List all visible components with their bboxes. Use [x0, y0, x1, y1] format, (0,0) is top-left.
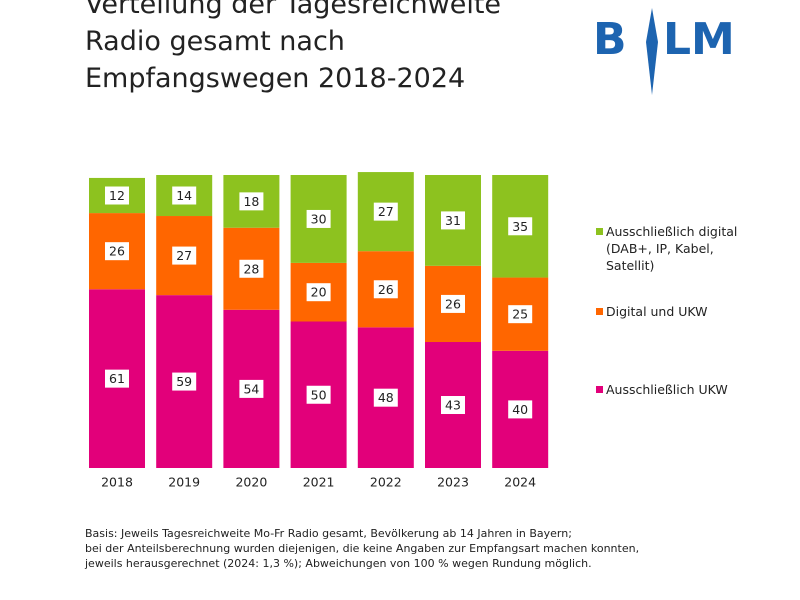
legend-entry: Digital und UKW: [596, 303, 756, 320]
value-label-box: [441, 396, 465, 415]
legend-swatch: [596, 386, 603, 393]
value-label: 59: [176, 374, 192, 389]
value-label: 26: [109, 244, 125, 259]
title-line: Radio gesamt nach: [85, 26, 345, 57]
value-label: 40: [512, 402, 528, 417]
x-tick-label: 2024: [504, 475, 536, 490]
legend-swatch: [596, 308, 603, 315]
x-tick-label: 2018: [101, 475, 133, 490]
value-label-box: [508, 400, 533, 419]
footnote: Basis: Jeweils Tagesreichweite Mo-Fr Rad…: [85, 526, 639, 571]
value-label-box: [508, 305, 533, 324]
value-label: 14: [176, 188, 192, 203]
logo-right: LM: [663, 14, 735, 65]
value-label-box: [105, 242, 129, 261]
logo-needle: [646, 8, 658, 95]
value-label-box: [239, 259, 264, 278]
value-label: 61: [109, 371, 125, 386]
value-label: 20: [311, 285, 327, 300]
value-label-box: [239, 379, 264, 398]
footnote-line: bei der Anteilsberechnung wurden diejeni…: [85, 542, 640, 555]
title-line: Verteilung der Tagesreichweite: [85, 0, 502, 20]
value-label-box: [306, 283, 331, 302]
value-label-box: [441, 294, 465, 313]
value-label-box: [172, 372, 197, 391]
value-label: 30: [311, 211, 327, 226]
value-label: 28: [243, 261, 259, 276]
value-label-box: [373, 388, 398, 407]
value-label-box: [306, 209, 331, 228]
value-label-box: [373, 280, 398, 299]
value-label-box: [105, 369, 129, 388]
value-label: 31: [445, 213, 461, 228]
value-label: 27: [378, 204, 394, 219]
value-label: 50: [311, 387, 327, 402]
legend-entry: Ausschließlich UKW: [596, 381, 756, 398]
logo-left: B: [593, 14, 627, 65]
x-tick-label: 2022: [370, 475, 402, 490]
x-tick-label: 2019: [168, 475, 200, 490]
value-label: 27: [176, 248, 192, 263]
value-label: 35: [512, 219, 528, 234]
legend-swatch: [596, 228, 603, 235]
value-label-box: [373, 202, 398, 221]
title-line: Empfangswegen 2018-2024: [85, 63, 466, 94]
value-label-box: [172, 186, 197, 205]
value-label: 18: [243, 194, 259, 209]
footnote-line: jeweils herausgerechnet (2024: 1,3 %); A…: [85, 557, 592, 570]
value-label-box: [105, 186, 129, 205]
value-label: 48: [378, 390, 394, 405]
value-label: 54: [243, 381, 259, 396]
value-label: 26: [378, 282, 394, 297]
value-label-box: [441, 211, 465, 230]
value-label: 26: [445, 296, 461, 311]
value-label: 12: [109, 188, 125, 203]
chart-title: Verteilung der Tagesreichweite Radio gesa…: [85, 0, 501, 97]
value-label: 43: [445, 398, 461, 413]
value-label-box: [306, 385, 331, 404]
value-label: 25: [512, 307, 528, 322]
value-label-box: [239, 192, 264, 211]
footnote-line: Basis: Jeweils Tagesreichweite Mo-Fr Rad…: [85, 527, 572, 540]
value-label-box: [508, 217, 533, 236]
legend-entry: Ausschließlich digital (DAB+, IP, Kabel,…: [596, 223, 756, 274]
x-tick-label: 2023: [437, 475, 469, 490]
x-tick-label: 2021: [303, 475, 335, 490]
x-tick-label: 2020: [235, 475, 267, 490]
value-label-box: [172, 246, 197, 265]
